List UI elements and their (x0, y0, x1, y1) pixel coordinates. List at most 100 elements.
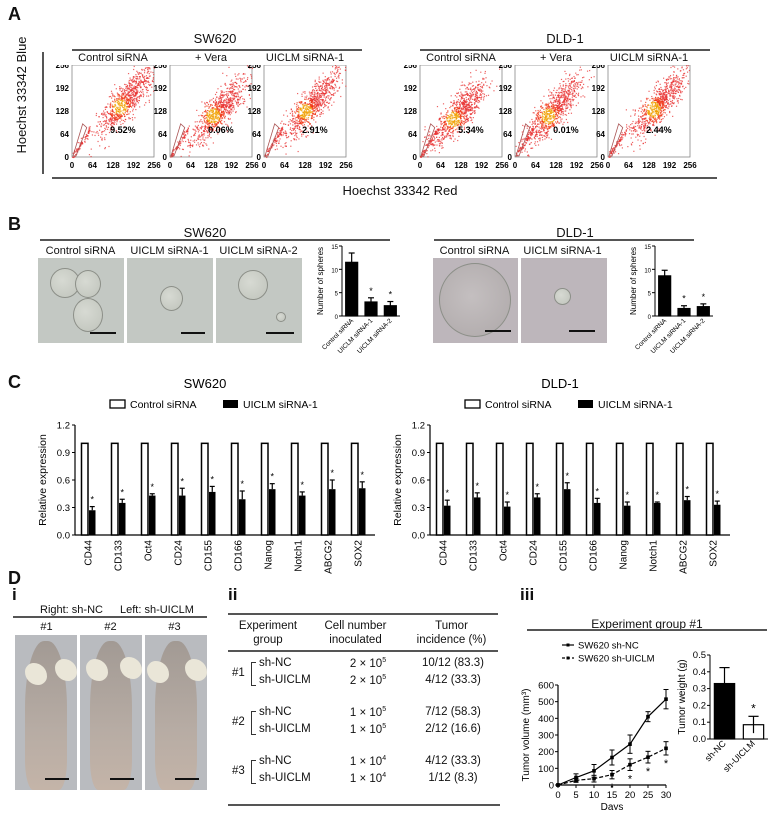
flow-event (76, 148, 78, 150)
flow-event (478, 80, 480, 82)
flow-event (133, 100, 135, 102)
x-tick-label: 0 (418, 161, 423, 170)
flow-event (460, 114, 462, 116)
flow-event (544, 138, 546, 140)
flow-event (433, 133, 435, 135)
flow-event (459, 95, 461, 97)
flow-event (327, 106, 329, 108)
flow-event (558, 103, 561, 105)
flow-event (317, 84, 319, 86)
flow-event (537, 109, 539, 112)
flow-event (315, 96, 317, 98)
flow-event (529, 136, 531, 139)
flow-event (611, 148, 614, 151)
flow-event (335, 77, 338, 79)
tumor-incidence: 10/12 (83.3) (421, 657, 484, 669)
flow-event (131, 102, 133, 104)
flow-event (542, 117, 544, 119)
flow-event (121, 101, 123, 103)
flow-event (296, 103, 298, 106)
flow-event (550, 94, 552, 96)
flow-event (451, 132, 453, 134)
flow-event (324, 88, 326, 90)
flow-event (570, 112, 573, 114)
flow-event (148, 83, 150, 86)
flow-event (559, 85, 562, 87)
flow-event (325, 98, 327, 100)
flow-event (233, 89, 236, 91)
bar (713, 682, 736, 740)
flow-event (325, 92, 327, 94)
flow-event (133, 80, 135, 82)
flow-event (246, 106, 248, 108)
flow-event (195, 144, 198, 146)
data-point (628, 762, 632, 767)
flow-event (617, 141, 619, 143)
flow-event (233, 84, 235, 87)
flow-event (491, 80, 493, 82)
flow-event (305, 110, 307, 112)
flow-event (328, 109, 330, 111)
flow-event (120, 90, 123, 93)
flow-event (216, 105, 218, 107)
flow-event (197, 137, 199, 139)
flow-event (462, 107, 465, 109)
flow-event (313, 101, 315, 104)
panel-a-sw620-title: SW620 (193, 31, 237, 46)
flow-event (216, 103, 218, 106)
flow-event (220, 99, 223, 101)
flow-event (307, 107, 309, 109)
flow-event (448, 122, 450, 124)
flow-event (111, 118, 113, 121)
flow-event (208, 122, 211, 124)
flow-event (201, 114, 203, 117)
flow-event (232, 82, 234, 84)
flow-event (541, 115, 544, 117)
flow-event (452, 120, 454, 123)
flow-event (450, 122, 452, 124)
flow-event (565, 73, 567, 75)
flow-event (460, 100, 462, 102)
flow-event (458, 110, 460, 113)
flow-event (221, 105, 223, 107)
flow-event (216, 116, 218, 119)
flow-event (226, 130, 228, 132)
flow-event (232, 103, 234, 105)
flow-event (227, 93, 229, 95)
flow-event (200, 141, 203, 144)
flow-event (97, 140, 99, 143)
flow-event (456, 92, 458, 94)
flow-event (307, 125, 309, 127)
flow-event (327, 95, 329, 97)
flow-event (225, 109, 227, 111)
flow-event (220, 85, 222, 87)
flow-event (132, 110, 134, 112)
flow-event (534, 138, 536, 140)
flow-event (313, 85, 316, 88)
x-category-label: UICLM siRNA-2 (356, 317, 394, 355)
flow-event (230, 90, 233, 92)
flow-event (216, 122, 218, 124)
flow-event (575, 81, 577, 84)
flow-event (460, 91, 462, 93)
flow-event (185, 130, 187, 132)
flow-event (222, 104, 224, 106)
flow-event (239, 77, 241, 79)
flow-event (228, 103, 230, 106)
flow-event (552, 123, 554, 125)
flow-event (234, 97, 236, 99)
flow-event (549, 127, 551, 129)
flow-event (547, 130, 550, 132)
flow-event (428, 145, 430, 147)
flow-event (296, 122, 298, 124)
flow-event (143, 69, 145, 71)
flow-event (296, 108, 298, 110)
flow-event (454, 129, 457, 131)
flow-event (117, 98, 120, 100)
flow-event (225, 84, 227, 86)
flow-event (459, 103, 461, 105)
flow-event (121, 98, 123, 100)
flow-event (206, 118, 208, 120)
flow-event (562, 96, 564, 98)
flow-event (217, 112, 219, 114)
